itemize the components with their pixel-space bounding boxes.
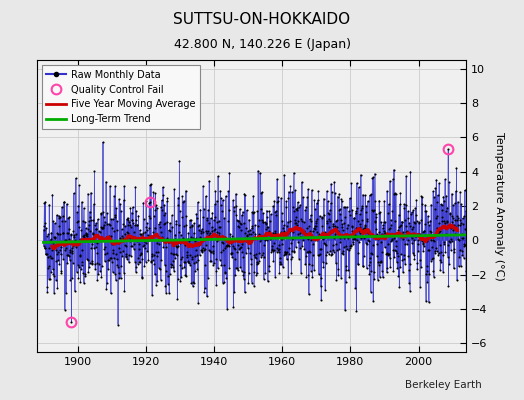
Text: 42.800 N, 140.226 E (Japan): 42.800 N, 140.226 E (Japan) — [173, 38, 351, 51]
Text: Berkeley Earth: Berkeley Earth — [406, 380, 482, 390]
Legend: Raw Monthly Data, Quality Control Fail, Five Year Moving Average, Long-Term Tren: Raw Monthly Data, Quality Control Fail, … — [41, 65, 200, 129]
Text: SUTTSU-ON-HOKKAIDO: SUTTSU-ON-HOKKAIDO — [173, 12, 351, 27]
Y-axis label: Temperature Anomaly (°C): Temperature Anomaly (°C) — [494, 132, 505, 280]
